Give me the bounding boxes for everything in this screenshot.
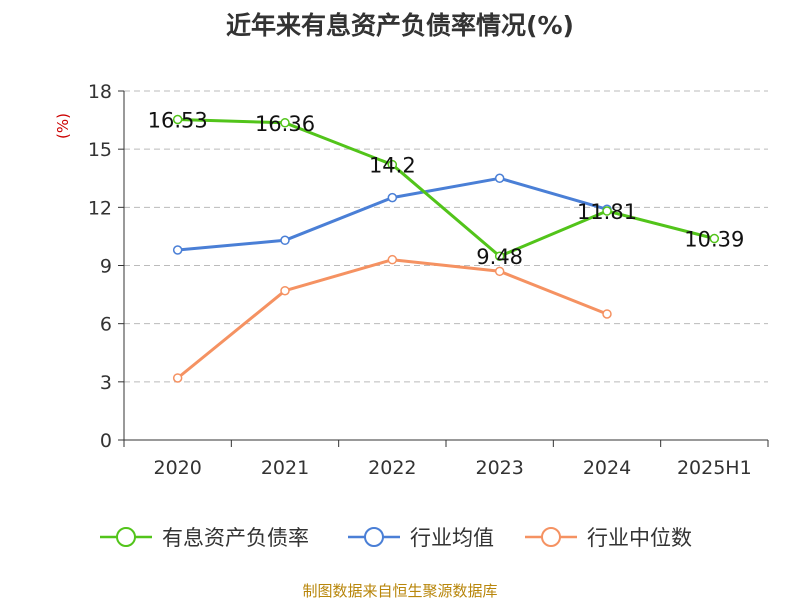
x-tick-label: 2024 bbox=[583, 457, 631, 479]
data-point bbox=[494, 251, 505, 261]
data-point bbox=[387, 254, 398, 265]
data-point bbox=[172, 245, 183, 255]
data-point bbox=[602, 206, 612, 216]
y-tick-label: 6 bbox=[100, 314, 112, 336]
data-point bbox=[280, 235, 290, 246]
source-note: 制图数据来自恒生聚源数据库 bbox=[302, 582, 497, 600]
data-label: 9.48 bbox=[476, 245, 523, 269]
y-tick-label: 12 bbox=[88, 197, 112, 219]
series-line bbox=[176, 258, 608, 380]
y-axis-label: (%) bbox=[54, 113, 72, 139]
y-tick-label: 15 bbox=[88, 139, 112, 161]
data-point bbox=[280, 118, 290, 128]
data-point bbox=[280, 285, 290, 296]
x-tick-label: 2022 bbox=[368, 457, 416, 479]
legend-label: 有息资产负债率 bbox=[162, 526, 309, 550]
data-point bbox=[709, 233, 720, 244]
x-tick-label: 2021 bbox=[261, 457, 309, 479]
legend-marker bbox=[364, 527, 384, 547]
data-label: 11.81 bbox=[577, 200, 637, 224]
data-point bbox=[387, 159, 398, 170]
data-label: 16.36 bbox=[255, 112, 315, 136]
data-point bbox=[172, 114, 183, 125]
y-tick-label: 3 bbox=[100, 372, 112, 394]
data-point bbox=[172, 373, 183, 383]
series-line bbox=[177, 118, 715, 258]
x-tick-label: 2023 bbox=[475, 457, 523, 479]
data-point bbox=[494, 173, 505, 183]
legend-marker bbox=[541, 527, 561, 547]
data-point bbox=[494, 266, 505, 277]
y-tick-label: 0 bbox=[100, 430, 112, 452]
legend-label: 行业中位数 bbox=[587, 526, 692, 550]
axes: 0 3 6 9 12 15 18 2020 2021 2022 2023 2024 2025H1 bbox=[88, 81, 769, 479]
grid-lines bbox=[124, 90, 768, 383]
y-tick-label: 18 bbox=[88, 81, 112, 103]
data-point bbox=[387, 192, 398, 203]
series-group bbox=[172, 114, 720, 383]
data-point bbox=[602, 309, 612, 319]
data-label: 14.2 bbox=[369, 154, 416, 178]
x-tick-label: 2020 bbox=[153, 457, 201, 479]
legend-label: 行业均值 bbox=[410, 526, 494, 550]
x-tick-label: 2025H1 bbox=[677, 457, 752, 479]
chart-title: 近年来有息资产负债率情况(%) bbox=[226, 11, 574, 40]
legend-marker bbox=[116, 527, 136, 547]
legend: 有息资产负债率 行业均值 行业中位数 bbox=[100, 526, 692, 550]
data-labels: 16.53 16.36 14.2 9.48 11.81 10.39 bbox=[148, 109, 745, 270]
y-tick-label: 9 bbox=[100, 256, 112, 278]
data-label: 16.53 bbox=[148, 109, 208, 133]
data-label: 10.39 bbox=[684, 228, 744, 252]
